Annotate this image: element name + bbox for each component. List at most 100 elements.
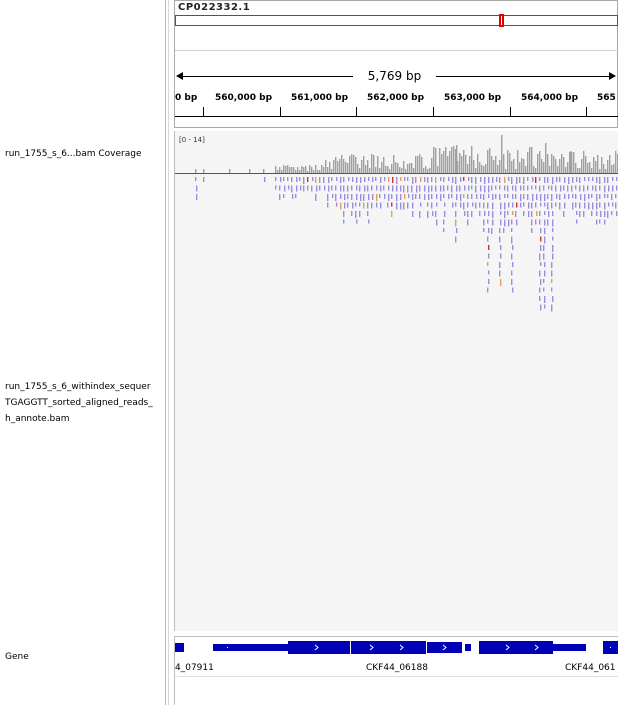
aligned-read — [407, 177, 409, 181]
coverage-bar — [385, 166, 387, 173]
tick-label: 560,000 bp — [215, 93, 273, 103]
coverage-bar — [309, 165, 311, 173]
aligned-read — [544, 236, 546, 244]
aligned-read — [440, 185, 442, 192]
aligned-read — [319, 177, 321, 183]
aligned-read — [435, 177, 437, 183]
coverage-bar — [535, 168, 537, 173]
aligned-read — [488, 245, 490, 250]
coverage-bar — [337, 161, 339, 173]
coverage-track-name[interactable]: run_1755_s_6...bam Coverage — [5, 149, 142, 159]
ruler-tick — [356, 107, 357, 116]
aligned-read — [331, 185, 333, 191]
aligned-read — [487, 287, 489, 293]
aligned-read — [391, 202, 393, 207]
chromosome-ideogram[interactable] — [175, 15, 618, 26]
aligned-read — [424, 194, 426, 200]
coverage-bar — [423, 168, 425, 173]
aligned-read — [500, 219, 502, 226]
aligned-read — [460, 194, 462, 201]
aligned-read — [532, 194, 534, 201]
aligned-read — [367, 185, 369, 192]
panel-divider[interactable] — [165, 0, 166, 705]
track-name-panel: run_1755_s_6...bam Coverage run_1755_s_6… — [0, 0, 165, 705]
coverage-bar — [563, 157, 565, 173]
coverage-bar — [327, 167, 329, 173]
coverage-bar — [287, 165, 289, 173]
aligned-read — [496, 177, 498, 182]
aligned-read — [492, 194, 494, 200]
aligned-read — [416, 185, 418, 193]
aligned-read — [444, 202, 446, 207]
aligned-read — [412, 202, 414, 209]
aligned-read — [279, 185, 281, 191]
aligned-read — [592, 202, 594, 210]
coverage-bar — [517, 150, 519, 173]
gene-features[interactable] — [175, 640, 618, 658]
aligned-read — [599, 202, 601, 208]
aligned-read — [275, 185, 277, 190]
gene-exon — [288, 641, 350, 654]
aligned-read — [552, 228, 554, 232]
aligned-read — [280, 177, 282, 182]
aligned-read — [455, 177, 457, 184]
aligned-read — [535, 202, 537, 208]
aligned-read — [576, 219, 578, 224]
aligned-read — [443, 185, 445, 192]
coverage-histogram[interactable] — [175, 131, 618, 173]
coverage-bar — [525, 166, 527, 173]
coverage-bar — [417, 156, 419, 173]
alignment-reads[interactable] — [175, 174, 618, 314]
coverage-bar — [391, 164, 393, 173]
aligned-read — [291, 185, 293, 193]
span-line-left — [178, 76, 353, 77]
strand-arrow-icon — [534, 644, 539, 651]
aligned-read — [444, 211, 446, 217]
aligned-read — [567, 185, 569, 192]
alignment-track-name-line-2[interactable]: TGAGGTT_sorted_aligned_reads_ — [5, 398, 153, 408]
aligned-read — [400, 185, 402, 192]
aligned-read — [404, 194, 406, 199]
ideogram-current-region-marker[interactable] — [499, 14, 504, 27]
aligned-read — [480, 194, 482, 199]
ruler-tick — [203, 107, 204, 116]
gene-track-name[interactable]: Gene — [5, 652, 29, 662]
aligned-read — [411, 185, 413, 193]
coverage-bar — [307, 171, 309, 173]
aligned-read — [448, 177, 450, 181]
coverage-bar — [321, 165, 323, 173]
alignment-track-name-line-3[interactable]: h_annote.bam — [5, 414, 70, 424]
aligned-read — [419, 185, 421, 192]
aligned-read — [348, 177, 350, 181]
aligned-read — [579, 177, 581, 183]
aligned-read — [616, 211, 618, 216]
aligned-read — [424, 177, 426, 182]
coverage-bar — [455, 149, 457, 173]
aligned-read — [484, 211, 486, 216]
coverage-bar — [377, 156, 379, 173]
aligned-read — [515, 194, 517, 199]
aligned-read — [539, 177, 541, 181]
aligned-read — [488, 253, 490, 259]
gene-label: CKF44_061 — [565, 663, 616, 673]
aligned-read — [428, 194, 430, 200]
aligned-read — [483, 202, 485, 209]
coverage-bar — [335, 157, 337, 173]
aligned-read — [488, 211, 490, 216]
gene-exon — [479, 641, 553, 654]
aligned-read — [555, 185, 557, 192]
coverage-bar — [613, 164, 615, 173]
alignment-track-name-line-1[interactable]: run_1755_s_6_withindex_sequer — [5, 382, 151, 392]
aligned-read — [412, 194, 414, 200]
aligned-read — [427, 177, 429, 183]
aligned-read — [279, 194, 281, 200]
aligned-read — [475, 185, 477, 193]
aligned-read — [364, 185, 366, 192]
aligned-read — [351, 211, 353, 216]
aligned-read — [296, 177, 298, 182]
aligned-read — [380, 202, 382, 209]
aligned-read — [528, 202, 530, 209]
coverage-bar — [570, 151, 572, 173]
aligned-read — [332, 194, 334, 198]
aligned-read — [528, 211, 530, 217]
